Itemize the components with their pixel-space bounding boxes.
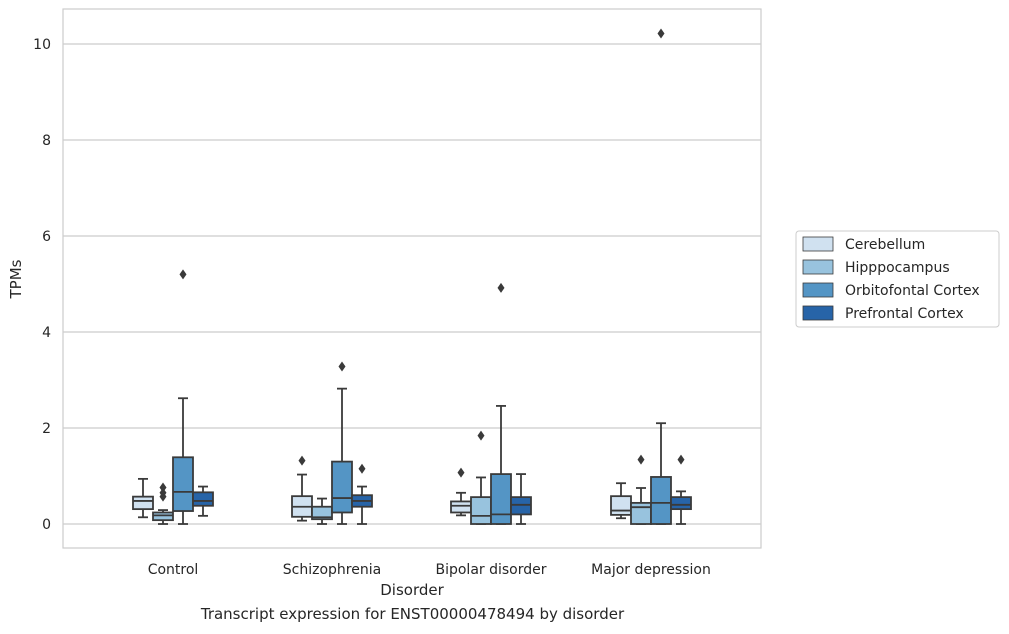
box-iqr [192,491,214,507]
box-iqr [470,496,492,525]
y-axis-ticks: 0 2 4 6 8 10 [33,37,51,533]
box-iqr [610,495,632,516]
x-axis-title: Disorder [380,581,444,599]
legend-swatch [802,236,834,252]
boxes [132,28,692,525]
legend-label: Hipppocampus [845,260,950,276]
y-axis-title: TPMs [7,259,25,299]
legend-swatch [802,305,834,321]
box-iqr [132,495,154,511]
box-iqr [152,511,174,522]
outlier-point [159,487,167,498]
legend-swatch [802,259,834,275]
y-tick-label: 8 [42,133,51,149]
box-iqr [630,501,652,525]
y-tick-label: 4 [42,325,51,341]
legend-label: Prefrontal Cortex [845,306,964,322]
box-prefrontal-cortex [351,463,373,525]
box-cerebellum [291,455,313,522]
y-tick-label: 6 [42,229,51,245]
plot-frame [62,8,762,549]
outlier-point [477,430,485,441]
legend-label: Cerebellum [845,237,925,253]
outlier-point [457,467,465,478]
box-hipppocampus [152,482,174,525]
box-hipppocampus [311,497,333,525]
outlier-point [657,28,665,39]
x-tick-label: Control [148,562,199,578]
box-hipppocampus [630,454,652,525]
box-orbitofontal-cortex [172,269,194,525]
legend: Cerebellum Hipppocampus Orbitofontal Corte… [795,230,1000,328]
gridlines [63,43,761,525]
box-hipppocampus [470,430,492,525]
x-tick-label: Bipolar disorder [435,562,546,578]
box-cerebellum [450,467,472,517]
outlier-point [159,482,167,493]
y-tick-label: 2 [42,421,51,437]
y-tick-label: 0 [42,517,51,533]
legend-label: Orbitofontal Cortex [845,283,980,299]
legend-swatch [802,282,834,298]
box-orbitofontal-cortex [650,28,672,525]
box-iqr [510,496,532,516]
box-prefrontal-cortex [670,454,692,525]
box-orbitofontal-cortex [490,282,512,525]
outlier-point [338,361,346,372]
box-orbitofontal-cortex [331,361,353,525]
y-tick-label: 10 [33,37,51,53]
box-cerebellum [132,477,154,519]
x-tick-label: Major depression [591,562,711,578]
outlier-point [637,454,645,465]
box-iqr [650,476,672,525]
outlier-point [497,282,505,293]
box-cerebellum [610,482,632,520]
box-prefrontal-cortex [192,485,214,517]
box-iqr [490,473,512,525]
outlier-point [358,463,366,474]
box-iqr [172,456,194,512]
x-tick-label: Schizophrenia [283,562,381,578]
outlier-point [179,269,187,280]
legend-frame [795,230,1000,328]
box-iqr [670,496,692,511]
outlier-point [677,454,685,465]
box-prefrontal-cortex [510,473,532,525]
chart-caption: Transcript expression for ENST0000047849… [200,605,625,623]
x-axis-ticks: Control Schizophrenia Bipolar disorder Majo… [148,562,711,578]
box-iqr [450,500,472,514]
box-iqr [331,460,353,514]
outlier-point [298,455,306,466]
